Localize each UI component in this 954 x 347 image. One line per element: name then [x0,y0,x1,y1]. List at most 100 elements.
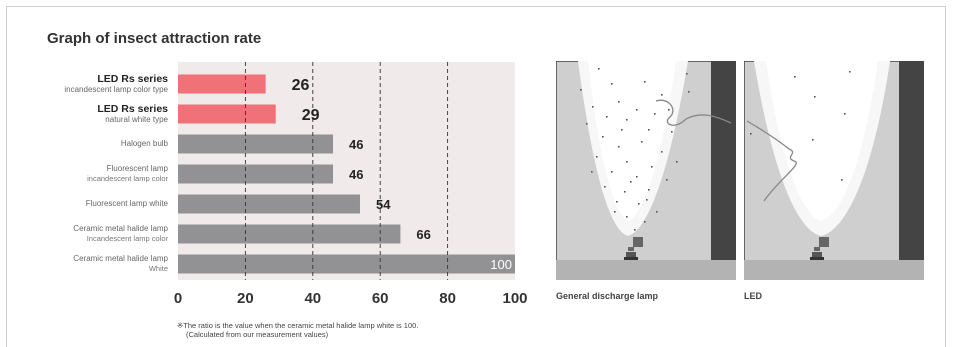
insect-dot [596,156,598,158]
category-label-line1: LED Rs series [97,73,168,85]
bar [178,194,360,214]
value-label: 66 [416,227,430,242]
x-tick-label: 80 [439,290,456,307]
insect-dot [654,113,656,115]
value-label: 29 [302,107,320,124]
insect-dot [616,201,618,203]
insects-many [580,68,690,231]
category-label-line1: Halogen bulb [120,139,168,148]
insect-dot [636,109,638,111]
category-label-line1: Ceramic metal halide lamp [73,224,168,233]
category-label: Ceramic metal halide lamp White [0,254,168,274]
insect-dot [641,141,643,143]
insect-dot [688,91,690,93]
x-tick-label: 100 [502,290,527,307]
insect-dot [626,216,628,218]
insect-dot [611,83,613,85]
lamp-fixture [810,237,829,260]
insect-dot [604,186,606,188]
category-label: Ceramic metal halide lamp Incandescent la… [0,224,168,244]
value-label: 46 [349,137,363,152]
insect-dot [676,161,678,163]
category-label-line2: incandescent lamp color [87,174,168,183]
insect-dot [686,73,688,75]
led-lamp-caption: LED [744,291,762,301]
insect-dot [614,211,616,213]
footnote-line-1: ※The ratio is the value when the ceramic… [177,321,419,330]
category-label: Halogen bulb [0,139,168,149]
discharge-lamp-illustration [556,61,736,280]
value-label: 54 [376,197,391,212]
insect-dot [668,109,670,111]
value-label: 26 [292,77,310,94]
insect-dot [841,179,843,181]
insect-dot [814,96,816,98]
insect-dot [624,191,626,193]
insect-dot [648,189,650,191]
insect-dot [651,166,653,168]
category-label: LED Rs series natural white type [0,103,168,125]
x-tick-label: 0 [174,290,182,307]
bar [178,134,334,154]
value-label: 100 [490,257,512,272]
insect-dot [636,176,638,178]
bar [178,254,515,274]
insect-dot [602,136,604,138]
lamp-fixture [624,237,643,260]
category-label: Fluorescent lamp white [0,199,168,209]
insect-dot [648,129,650,131]
category-label-line2: natural white type [105,115,168,124]
bar [178,224,401,244]
category-label-line2: White [148,264,168,273]
footnote-line-2: (Calculated from our measurement values) [186,330,329,339]
insect-dot [661,151,663,153]
insect-dot [812,139,814,141]
insect-dot [591,171,593,173]
insect-flight-path [746,120,797,202]
discharge-lamp-scene [556,61,736,280]
insect-dot [656,211,658,213]
insect-dot [661,94,663,96]
insect-dot [618,101,620,103]
insect-dot [586,123,588,125]
insect-dot [638,203,640,205]
x-tick-label: 40 [304,290,321,307]
insect-dot [630,181,632,183]
discharge-lamp-caption: General discharge lamp [556,291,659,301]
led-lamp-scene [744,61,924,280]
insect-dot [598,68,600,70]
insect-dot [794,76,796,78]
value-label: 46 [349,167,363,182]
category-label: Fluorescent lamp incandescent lamp color [0,164,168,184]
insect-dot [626,161,628,163]
x-tick-label: 60 [372,290,389,307]
insect-dot [671,131,673,133]
insect-dot [626,119,628,121]
category-label-line1: Fluorescent lamp white [85,199,168,208]
insect-dot [621,129,623,131]
led-lamp-illustration [744,61,924,280]
category-label-line1: LED Rs series [97,103,168,115]
insect-dot [618,146,620,148]
insect-flight-path [655,99,732,126]
bar [178,104,276,124]
category-label-line2: Incandescent lamp color [86,234,168,243]
insect-dot [844,113,846,115]
x-tick-label: 20 [237,290,254,307]
bar [178,164,334,184]
insect-dot [849,71,851,73]
insect-dot [580,89,582,91]
insect-dot [644,81,646,83]
insect-dot [606,116,608,118]
insect-dot [666,179,668,181]
insects-few [750,71,851,181]
category-label-line1: Ceramic metal halide lamp [73,254,168,263]
insect-dot [611,171,613,173]
category-label-line1: Fluorescent lamp [106,164,168,173]
category-label-line2: incandescent lamp color type [64,85,168,94]
chart-title: Graph of insect attraction rate [47,30,262,47]
insect-dot [644,221,646,223]
insect-dot [646,199,648,201]
insect-dot [750,133,752,135]
